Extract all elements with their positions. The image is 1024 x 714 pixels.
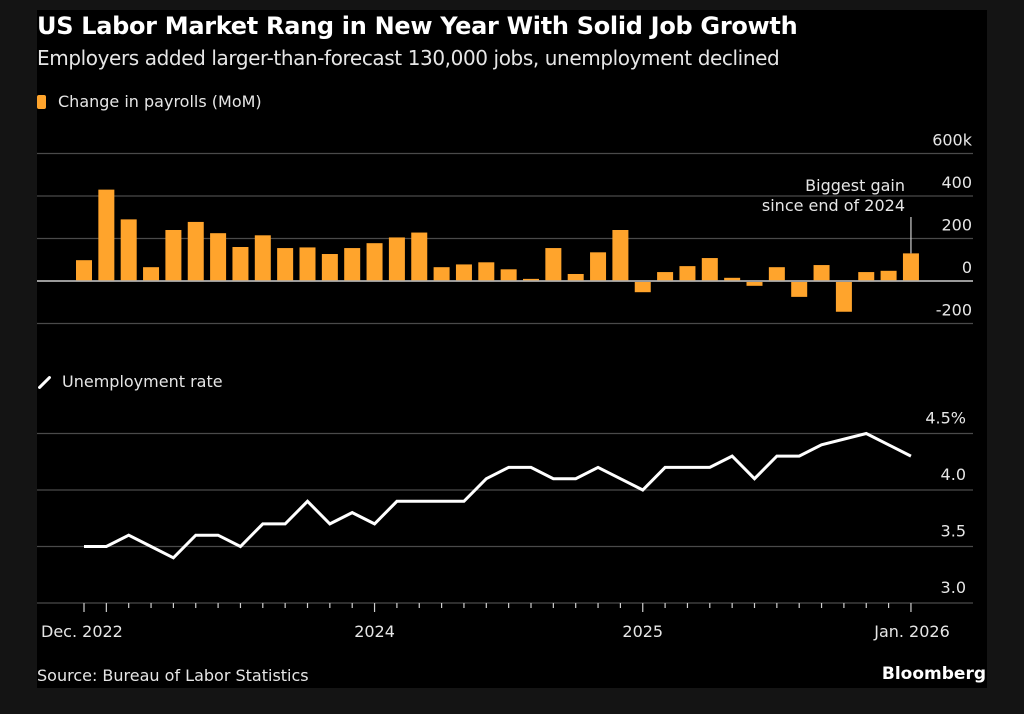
payroll-bar [902,253,919,281]
payroll-bar [567,273,584,281]
payroll-bar [232,247,249,281]
bar-y-tick-label: 400 [941,173,972,192]
payroll-bar [612,230,629,281]
payroll-bar [254,235,271,281]
bar-y-tick-label: 0 [962,258,972,277]
payroll-bar [768,267,785,281]
bar-legend-swatch-icon [37,94,46,109]
payroll-bar [321,254,338,281]
payroll-bar [813,265,830,281]
payroll-bar [478,262,495,281]
payroll-bar [76,260,92,281]
payroll-bar [724,277,741,281]
payroll-bar [835,282,852,312]
line-y-tick-label: 4.5% [925,409,966,428]
bloomberg-logo: Bloomberg [881,664,986,684]
line-series [83,431,912,560]
payroll-bar [98,189,115,281]
bar-y-tick-label: 600k [932,131,973,150]
bar-y-tick-label: 200 [941,216,972,235]
unemployment-line [84,431,912,560]
payroll-bar [455,264,472,281]
payroll-bar [299,247,316,281]
payroll-bar [433,267,450,281]
chart-panel [37,10,987,688]
line-chart-grid: 3.0 3.5 4.0 4.5% [37,409,973,604]
legend-unemployment: Unemployment rate [37,372,223,391]
payroll-bar [791,282,808,297]
payroll-bar [523,278,539,281]
payroll-bar [880,270,897,281]
annotation-text-line1: Biggest gain [805,176,905,195]
payroll-bar [858,272,875,281]
payroll-bar [120,219,137,281]
x-tick-label: 2025 [622,622,663,641]
payroll-bar [679,266,696,281]
payroll-bar [657,272,674,281]
x-tick-label: Dec. 2022 [41,622,123,641]
line-y-tick-label: 3.0 [941,578,966,597]
bar-chart-grid: -200 0 200 400 600k [37,131,973,325]
payroll-bar [411,232,428,281]
bar-y-tick-label: -200 [936,301,972,320]
x-tick-label: Jan. 2026 [873,622,950,641]
payroll-bar [165,230,182,281]
source-note: Source: Bureau of Labor Statistics [37,666,309,685]
bar-annotation: Biggest gain since end of 2024 [762,176,912,254]
annotation-text-line2: since end of 2024 [762,196,905,215]
line-y-tick-label: 3.5 [941,522,966,541]
payroll-bar [143,267,160,281]
payroll-bar [388,237,405,281]
payroll-bar [590,252,607,281]
payroll-bar [545,248,562,281]
x-tick-label: 2024 [354,622,395,641]
payroll-bar [634,282,651,293]
line-y-tick-label: 4.0 [941,465,966,484]
bar-series [37,189,973,312]
payroll-bar [366,243,383,281]
payroll-bar [500,269,517,281]
payroll-bar [701,258,718,281]
payroll-bar [746,282,763,286]
chart-title: US Labor Market Rang in New Year With So… [37,12,798,40]
payroll-bar [277,248,294,281]
x-axis: Dec. 2022 2024 2025 Jan. 2026 [41,603,950,641]
payroll-bar [210,233,227,281]
payroll-bar [187,221,204,281]
legend-payrolls: Change in payrolls (MoM) [37,92,262,111]
chart-subtitle: Employers added larger-than-forecast 130… [37,46,780,70]
legend-unemployment-label: Unemployment rate [62,372,223,391]
legend-payrolls-label: Change in payrolls (MoM) [58,92,262,111]
payroll-bar [344,248,361,281]
